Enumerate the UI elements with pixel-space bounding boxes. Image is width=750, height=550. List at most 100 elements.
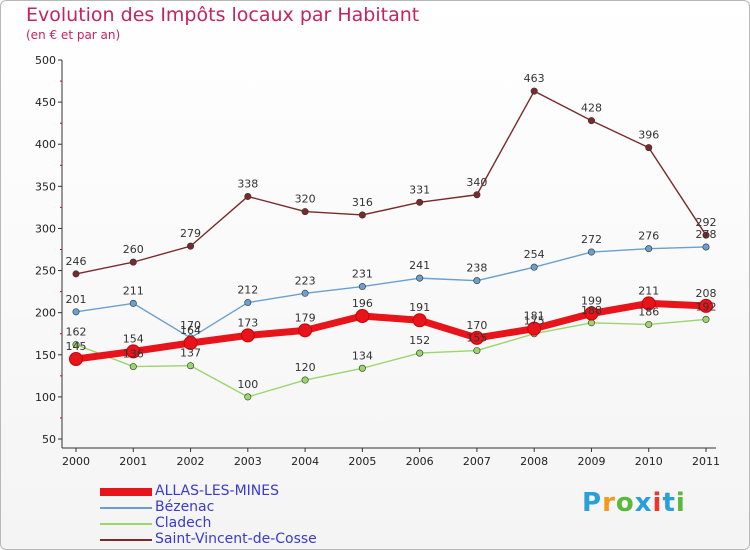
- data-point: [473, 277, 481, 285]
- y-tick-label: 200: [35, 307, 56, 320]
- data-point: [412, 313, 427, 328]
- data-label: 181: [524, 310, 545, 323]
- data-label: 164: [180, 324, 201, 337]
- legend-label: ALLAS-LES-MINES: [155, 483, 280, 499]
- logo-letter: x: [634, 488, 653, 518]
- data-label: 260: [123, 243, 144, 256]
- data-point: [641, 296, 656, 311]
- data-label: 155: [466, 332, 487, 345]
- chart-lines: [69, 87, 713, 401]
- data-point: [587, 248, 595, 256]
- series-line: [75, 299, 707, 363]
- chart-subtitle: (en € et par an): [26, 28, 121, 42]
- x-tick-label: 2005: [348, 455, 376, 468]
- data-label: 179: [295, 311, 316, 324]
- data-label: 211: [123, 284, 144, 297]
- y-tick-label: 450: [35, 96, 56, 109]
- data-point: [301, 289, 309, 297]
- data-point: [183, 335, 198, 350]
- data-label: 196: [352, 297, 373, 310]
- data-point: [416, 349, 424, 357]
- data-label: 272: [581, 233, 602, 246]
- data-label: 396: [638, 129, 659, 142]
- data-point: [358, 211, 366, 219]
- data-label: 192: [696, 300, 717, 313]
- data-point: [129, 258, 137, 266]
- data-point: [72, 270, 80, 278]
- x-tick-label: 2007: [463, 455, 491, 468]
- x-tick-label: 2010: [635, 455, 663, 468]
- legend-label: Saint-Vincent-de-Cosse: [155, 531, 317, 547]
- proxiti-logo: Proxiti: [582, 488, 686, 518]
- y-tick-label: 100: [35, 391, 56, 404]
- x-tick-label: 2002: [177, 455, 205, 468]
- data-label: 211: [638, 284, 659, 297]
- data-point: [527, 321, 542, 336]
- data-label: 170: [180, 319, 201, 332]
- data-label: 246: [66, 255, 87, 268]
- data-point: [244, 299, 252, 307]
- legend-label: Cladech: [155, 515, 212, 531]
- x-tick-label: 2004: [291, 455, 319, 468]
- data-label: 136: [123, 348, 144, 361]
- x-tick-label: 2008: [520, 455, 548, 468]
- logo-letter: o: [615, 488, 635, 518]
- y-tick-label: 50: [42, 433, 56, 446]
- data-label: 188: [581, 304, 602, 317]
- data-label: 137: [180, 347, 201, 360]
- data-point: [358, 364, 366, 372]
- data-label: 152: [409, 334, 430, 347]
- data-point: [530, 263, 538, 271]
- data-label: 279: [180, 227, 201, 240]
- legend-swatch: [100, 539, 152, 541]
- chart-data-labels: 145 154 164 173 179 196 191 170 181 199 211 208 201 2…: [66, 72, 717, 391]
- data-label: 201: [66, 293, 87, 306]
- data-point: [126, 344, 141, 359]
- logo-letter: i: [652, 488, 663, 518]
- data-point: [699, 298, 713, 313]
- data-label: 428: [581, 102, 602, 115]
- data-point: [645, 320, 653, 328]
- data-label: 276: [638, 230, 659, 243]
- series-line: [75, 90, 707, 275]
- data-point: [187, 362, 195, 370]
- x-tick-label: 2003: [234, 455, 262, 468]
- data-point: [473, 347, 481, 355]
- data-label: 241: [409, 259, 430, 272]
- data-label: 173: [237, 316, 258, 329]
- y-tick-label: 400: [35, 138, 56, 151]
- data-label: 316: [352, 196, 373, 209]
- data-point: [645, 245, 653, 253]
- data-label: 186: [638, 305, 659, 318]
- data-point: [301, 376, 309, 384]
- x-tick-label: 2006: [406, 455, 434, 468]
- x-tick-label: 2001: [119, 455, 147, 468]
- data-point: [240, 328, 255, 343]
- data-point: [187, 242, 195, 250]
- y-tick-label: 350: [35, 180, 56, 193]
- data-label: 463: [524, 72, 545, 85]
- data-label: 238: [466, 262, 487, 275]
- data-point: [416, 274, 424, 282]
- data-point: [584, 306, 599, 321]
- data-label: 170: [466, 319, 487, 332]
- data-label: 145: [66, 340, 87, 353]
- data-label: 208: [696, 287, 717, 300]
- data-point: [587, 319, 595, 327]
- data-label: 223: [295, 274, 316, 287]
- x-tick-label: 2011: [692, 455, 720, 468]
- data-label: 340: [466, 176, 487, 189]
- legend-swatch: [100, 507, 152, 509]
- data-point: [244, 192, 252, 200]
- data-label: 331: [409, 183, 430, 196]
- y-tick-label: 150: [35, 349, 56, 362]
- x-tick-label: 2009: [577, 455, 605, 468]
- data-label: 199: [581, 295, 602, 308]
- data-point: [72, 341, 80, 349]
- data-point: [72, 308, 80, 316]
- logo-letter: i: [675, 488, 686, 518]
- data-point: [129, 363, 137, 371]
- data-point: [416, 198, 424, 206]
